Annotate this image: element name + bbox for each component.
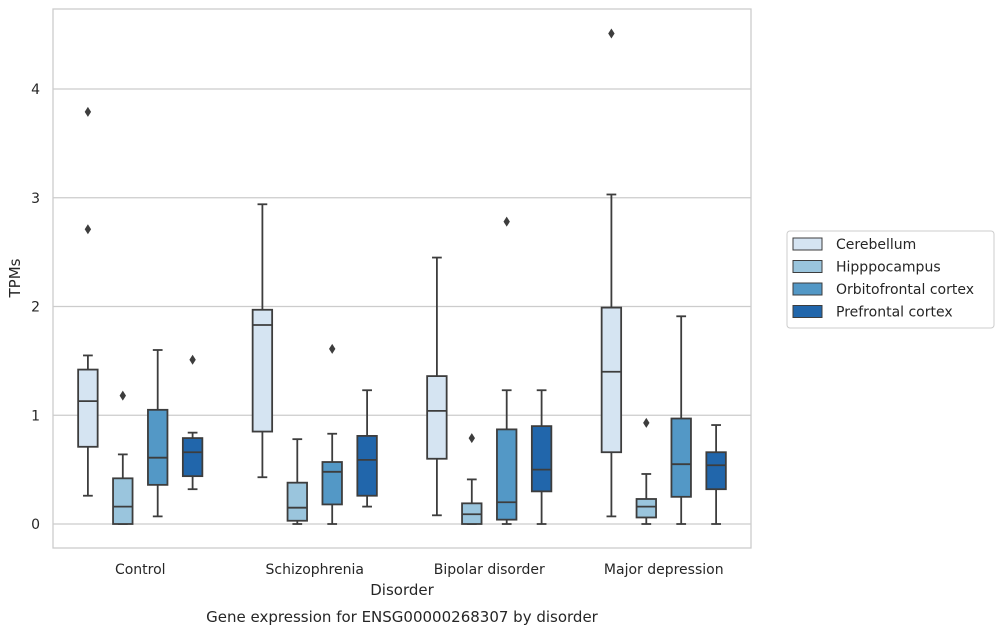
boxplots bbox=[77, 28, 727, 525]
y-axis-title: TPMs bbox=[6, 258, 24, 298]
legend-label: Hipppocampus bbox=[836, 260, 941, 276]
box-orbitofrontal-cortex-major-depression bbox=[670, 315, 692, 525]
box bbox=[600, 306, 623, 454]
box bbox=[77, 368, 99, 448]
x-axis-title: Disorder bbox=[370, 581, 434, 599]
outlier-point bbox=[468, 433, 475, 444]
box-prefrontal-cortex-bipolar-disorder bbox=[530, 389, 553, 525]
plot-area bbox=[52, 8, 752, 549]
x-tick-label: Bipolar disorder bbox=[434, 562, 545, 578]
outlier-point bbox=[189, 354, 196, 365]
x-axis-ticks: Control Schizophrenia Bipolar disorder Majo… bbox=[115, 562, 724, 578]
box bbox=[181, 437, 204, 478]
box bbox=[356, 435, 378, 497]
legend-swatch bbox=[792, 260, 823, 273]
box bbox=[530, 425, 553, 493]
legend: Cerebellum Hipppocampus Orbitofrontal cort… bbox=[786, 230, 995, 329]
y-tick-label: 4 bbox=[31, 82, 40, 98]
box bbox=[670, 417, 692, 498]
box-hipppocampus-schizophrenia bbox=[286, 438, 308, 525]
outlier-point bbox=[84, 224, 92, 235]
box bbox=[705, 451, 727, 491]
outlier-point bbox=[503, 216, 510, 227]
box-prefrontal-cortex-schizophrenia bbox=[356, 389, 378, 508]
box-orbitofrontal-cortex-bipolar-disorder bbox=[496, 216, 518, 525]
outlier-point bbox=[84, 106, 92, 117]
box-orbitofrontal-cortex-control bbox=[147, 349, 169, 518]
box-cerebellum-major-depression bbox=[600, 28, 623, 518]
box-cerebellum-schizophrenia bbox=[251, 203, 274, 479]
outlier-point bbox=[608, 28, 615, 39]
box bbox=[251, 308, 274, 433]
legend-frame bbox=[786, 230, 995, 329]
grid-lines bbox=[53, 88, 751, 525]
box-hipppocampus-control bbox=[112, 390, 134, 525]
legend-swatch bbox=[792, 282, 823, 296]
outlier-point bbox=[119, 390, 126, 401]
y-tick-label: 3 bbox=[31, 191, 40, 207]
box bbox=[286, 481, 308, 522]
chart-caption: Gene expression for ENSG00000268307 by d… bbox=[206, 608, 599, 626]
x-tick-label: Schizophrenia bbox=[266, 562, 364, 578]
box bbox=[496, 428, 518, 521]
legend-label: Orbitofrontal cortex bbox=[836, 282, 974, 298]
box bbox=[635, 498, 657, 519]
box bbox=[112, 477, 134, 525]
y-tick-label: 2 bbox=[31, 300, 40, 316]
legend-label: Prefrontal cortex bbox=[836, 305, 953, 321]
y-tick-label: 0 bbox=[31, 517, 40, 533]
y-tick-label: 1 bbox=[31, 408, 40, 424]
box-cerebellum-bipolar-disorder bbox=[426, 256, 448, 517]
y-axis-ticks: 0 1 2 3 4 bbox=[31, 82, 40, 533]
legend-label: Cerebellum bbox=[836, 237, 916, 253]
box-hipppocampus-major-depression bbox=[635, 417, 657, 525]
outlier-point bbox=[329, 343, 336, 354]
box-prefrontal-cortex-major-depression bbox=[705, 424, 727, 525]
legend-swatch bbox=[792, 305, 823, 318]
x-tick-label: Control bbox=[115, 562, 166, 578]
box-cerebellum-control bbox=[77, 106, 99, 497]
box-orbitofrontal-cortex-schizophrenia bbox=[321, 343, 343, 525]
outlier-point bbox=[643, 417, 650, 428]
box-prefrontal-cortex-control bbox=[181, 354, 204, 491]
box-hipppocampus-bipolar-disorder bbox=[461, 433, 483, 525]
box bbox=[147, 408, 169, 486]
box bbox=[426, 375, 448, 460]
legend-swatch bbox=[792, 237, 823, 251]
x-tick-label: Major depression bbox=[604, 562, 724, 578]
box bbox=[321, 461, 343, 506]
